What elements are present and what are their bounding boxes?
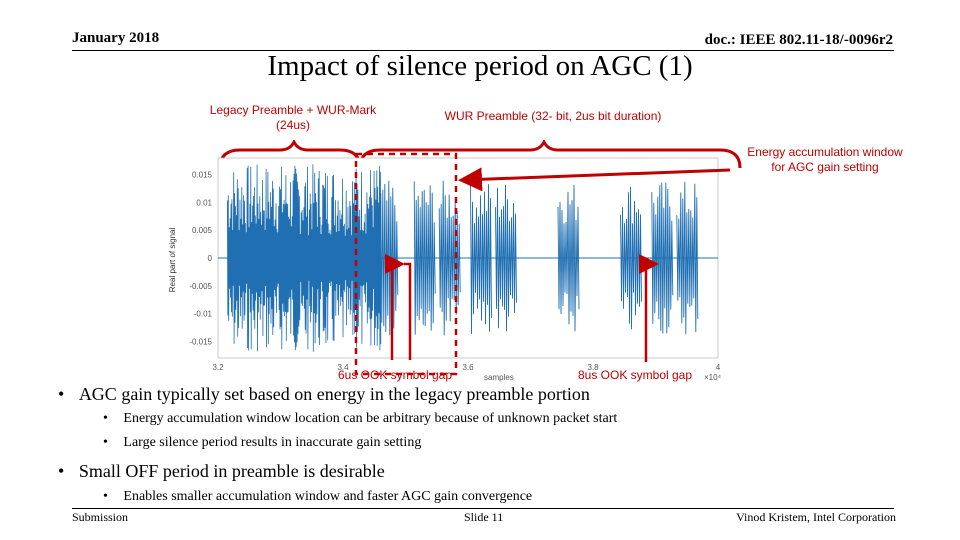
y-tick-label: 0.015 bbox=[192, 171, 213, 180]
wur-ook-burst bbox=[470, 181, 492, 335]
callout-wur-preamble: WUR Preamble (32- bit, 2us bit duration) bbox=[444, 109, 662, 123]
slide-title: Impact of silence period on AGC (1) bbox=[267, 50, 693, 82]
energy-window-box bbox=[354, 152, 458, 376]
wur-ook-burst bbox=[438, 180, 461, 336]
gap8-arrow-left bbox=[639, 254, 659, 362]
bullet-dot: • bbox=[103, 411, 108, 426]
y-axis-label: Real part of signal bbox=[168, 228, 177, 293]
footer-submission: Submission bbox=[72, 510, 129, 524]
x-axis-exponent: ×10⁴ bbox=[704, 373, 722, 382]
callout-gap-8us: 8us OOK symbol gap bbox=[577, 368, 693, 382]
y-tick-label: 0.005 bbox=[192, 226, 213, 235]
y-axis: 0.015 0.01 0.005 0 -0.005 -0.01 -0.015 bbox=[189, 171, 212, 347]
x-tick-label: 3.8 bbox=[587, 363, 599, 372]
bullet-dot: • bbox=[103, 489, 108, 504]
bullet-2: • Small OFF period in preamble is desira… bbox=[58, 461, 385, 481]
x-tick-label: 3.2 bbox=[212, 363, 224, 372]
footer-author: Vinod Kristem, Intel Corporation bbox=[736, 510, 896, 524]
wur-ook-burst bbox=[676, 181, 699, 335]
legacy-preamble-trace bbox=[227, 164, 382, 352]
bullet-2-sub-1: • Enables smaller accumulation window an… bbox=[103, 489, 533, 504]
y-tick-label: 0.01 bbox=[196, 198, 212, 207]
wur-ook-burst bbox=[495, 184, 517, 332]
bullet-dot: • bbox=[58, 384, 65, 404]
x-axis-label: samples bbox=[484, 373, 514, 382]
gap6-arrow-right bbox=[404, 262, 412, 360]
wur-brace bbox=[358, 140, 742, 169]
footer-rule bbox=[72, 508, 894, 509]
header-rule bbox=[72, 50, 894, 51]
x-tick-label: 3.6 bbox=[462, 363, 474, 372]
footer-slide-number: Slide 11 bbox=[464, 510, 504, 524]
y-tick-label: -0.005 bbox=[189, 282, 212, 291]
bullet-1: • AGC gain typically set based on energy… bbox=[58, 384, 590, 404]
gap6-arrow-left bbox=[385, 254, 405, 360]
x-axis: 3.2 3.4 3.6 3.8 4 bbox=[212, 363, 720, 372]
y-tick-label: 0 bbox=[208, 254, 213, 263]
y-tick-label: -0.01 bbox=[194, 310, 213, 319]
callout-gap-6us: 6us OOK symbol gap bbox=[337, 368, 453, 382]
x-tick-label: 3.4 bbox=[337, 363, 349, 372]
bullet-1-sub-2: • Large silence period results in inaccu… bbox=[103, 435, 422, 450]
wur-ook-burst bbox=[620, 186, 642, 330]
header-date: January 2018 bbox=[72, 30, 160, 46]
energy-window-arrow bbox=[458, 167, 731, 192]
bullet-dot: • bbox=[58, 461, 65, 481]
wur-ook-burst bbox=[413, 181, 436, 335]
bullet-dot: • bbox=[103, 435, 108, 450]
legacy-brace bbox=[218, 140, 362, 169]
wur-ook-burst bbox=[557, 184, 580, 332]
bullet-1-sub-1: • Energy accumulation window location ca… bbox=[103, 411, 618, 426]
callout-legacy-preamble: Legacy Preamble + WUR-Mark (24us) bbox=[209, 103, 377, 132]
x-tick-label: 4 bbox=[716, 363, 721, 372]
y-tick-label: -0.015 bbox=[189, 337, 212, 346]
header-doc-id: doc.: IEEE 802.11-18/-0096r2 bbox=[704, 32, 893, 48]
callout-energy-window: Energy accumulation window for AGC gain … bbox=[747, 145, 903, 174]
